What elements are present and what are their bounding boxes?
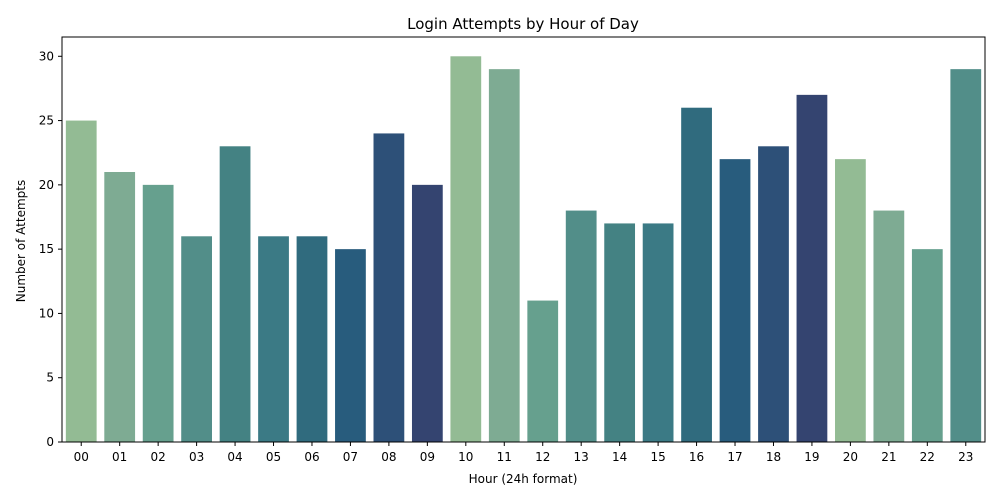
x-tick-label-05: 05 — [266, 450, 281, 464]
chart-title: Login Attempts by Hour of Day — [407, 15, 639, 33]
bar-11 — [488, 69, 520, 442]
bar-04 — [219, 146, 251, 443]
x-tick-label-09: 09 — [420, 450, 435, 464]
x-tick-label-08: 08 — [381, 450, 396, 464]
bar-15 — [642, 223, 674, 442]
bar-21 — [873, 210, 905, 442]
x-tick-label-17: 17 — [727, 450, 742, 464]
bar-01 — [104, 172, 136, 442]
y-tick-label-25: 25 — [39, 114, 54, 128]
x-tick-label-07: 07 — [343, 450, 358, 464]
y-axis-label: Number of Attempts — [14, 180, 28, 302]
x-tick-label-01: 01 — [112, 450, 127, 464]
bar-00 — [65, 120, 97, 442]
x-tick-label-00: 00 — [74, 450, 89, 464]
bar-09 — [411, 184, 443, 443]
x-tick-label-10: 10 — [458, 450, 473, 464]
plot-area — [61, 36, 986, 443]
x-tick-label-23: 23 — [958, 450, 973, 464]
x-tick-label-15: 15 — [650, 450, 665, 464]
bar-14 — [604, 223, 636, 442]
x-axis-label: Hour (24h format) — [469, 472, 578, 486]
x-tick-label-03: 03 — [189, 450, 204, 464]
y-tick-label-10: 10 — [39, 306, 54, 320]
x-tick-label-06: 06 — [304, 450, 319, 464]
x-tick-label-11: 11 — [497, 450, 512, 464]
bar-16 — [681, 107, 712, 443]
y-tick-label-20: 20 — [39, 178, 54, 192]
x-tick-label-22: 22 — [920, 450, 935, 464]
bar-12 — [527, 300, 559, 442]
x-tick-label-19: 19 — [804, 450, 819, 464]
bar-03 — [181, 236, 212, 442]
bar-07 — [335, 249, 366, 442]
y-tick-label-0: 0 — [46, 435, 54, 449]
bar-22 — [911, 249, 943, 442]
bar-20 — [835, 159, 866, 442]
x-tick-label-20: 20 — [843, 450, 858, 464]
x-axis: 00 01 02 03 04 05 06 07 08 09 10 11 12 13 14 15 16 17 18 19… — [74, 442, 973, 464]
plot-frame — [61, 36, 986, 443]
bar-08 — [373, 133, 405, 442]
bar-02 — [142, 184, 174, 443]
y-axis: 0 5 10 15 20 25 30 — [39, 49, 62, 449]
x-tick-label-13: 13 — [574, 450, 589, 464]
x-tick-label-21: 21 — [881, 450, 896, 464]
y-tick-label-5: 5 — [46, 371, 54, 385]
x-tick-label-12: 12 — [535, 450, 550, 464]
bar-06 — [296, 236, 328, 442]
bar-18 — [758, 146, 789, 443]
x-tick-label-18: 18 — [766, 450, 781, 464]
x-tick-label-14: 14 — [612, 450, 627, 464]
bar-19 — [796, 94, 828, 443]
x-tick-label-02: 02 — [151, 450, 166, 464]
bar-13 — [565, 210, 597, 442]
x-tick-label-16: 16 — [689, 450, 704, 464]
bar-17 — [719, 159, 751, 442]
bar-23 — [950, 69, 982, 442]
bar-05 — [258, 236, 289, 442]
x-tick-label-04: 04 — [227, 450, 242, 464]
bar-10 — [450, 56, 482, 442]
y-tick-label-30: 30 — [39, 49, 54, 63]
y-tick-label-15: 15 — [39, 242, 54, 256]
